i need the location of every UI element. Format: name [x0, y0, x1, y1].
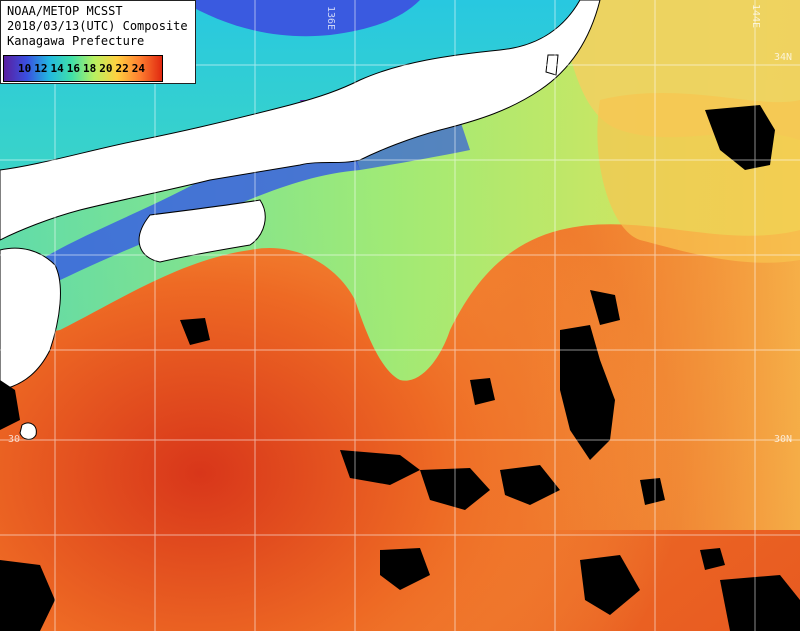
title-region: Kanagawa Prefecture: [7, 34, 145, 48]
lat-label-30-left: 30: [8, 434, 21, 445]
lon-label-136e: 136E: [325, 6, 336, 31]
legend-value: 12: [34, 62, 48, 75]
legend-value: 14: [50, 62, 64, 75]
legend-value: 24: [131, 62, 145, 75]
legend-value: 20: [99, 62, 113, 75]
lat-label-30n: 30N: [774, 434, 793, 445]
lon-label-144e: 144E: [750, 4, 761, 29]
legend-value: 10: [18, 62, 32, 75]
lat-label-34n: 34N: [774, 52, 793, 63]
title-source: NOAA/METOP MCSST: [7, 4, 123, 18]
temperature-legend: 10 12 14 16 18 20 22 24: [3, 55, 163, 82]
title-date: 2018/03/13(UTC) Composite: [7, 19, 188, 33]
legend-value: 22: [115, 62, 129, 75]
legend-value: 16: [66, 62, 80, 75]
legend-value: 18: [83, 62, 97, 75]
